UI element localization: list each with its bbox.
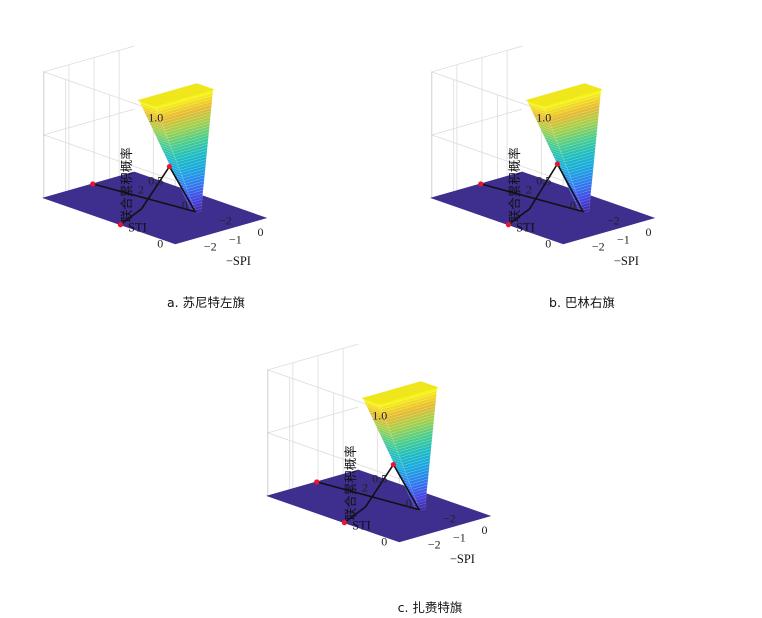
y-tick-label: −1 [229,232,242,246]
marked-point-spi [341,520,348,526]
z-tick-label: 0.5 [536,174,551,188]
caption-a: a. 苏尼特左旗 [166,295,246,310]
surface-bands [362,387,438,512]
marked-point-spi [505,222,512,228]
floor-surface [430,171,656,245]
x-tick-label: 2 [362,481,368,495]
surface-bands [526,89,602,214]
x-tick-label: 0 [182,198,188,212]
x-axis-label: STI [128,220,147,234]
surface-bands [138,89,214,214]
z-tick-label: 0.5 [372,472,387,486]
surface-plateau [525,83,603,107]
marked-point-sti [478,181,484,187]
marked-point-top [390,461,396,468]
z-tick-label: 0 [381,535,387,549]
z-tick-label: 0.5 [148,174,163,188]
y-tick-label: −2 [428,538,441,552]
marked-point-sti [90,181,96,187]
grid-line-z [42,45,176,119]
grid-line-z [266,343,400,417]
marked-point-top [166,163,172,170]
x-tick-label: 0 [406,496,412,510]
z-axis-label: 联合累积概率 [507,147,522,222]
x-axis-label: STI [516,220,535,234]
x-tick-label: −2 [219,213,232,227]
y-axis-label: −SPI [614,254,639,268]
z-tick-label: 1.0 [372,409,387,423]
y-axis-label: −SPI [450,552,475,566]
z-axis-label: 联合累积概率 [119,147,134,222]
surface-plateau [361,381,439,405]
y-tick-label: −1 [617,232,630,246]
marked-point-top [554,161,560,167]
y-tick-label: −2 [592,240,605,254]
z-axis-label: 联合累积概率 [343,445,358,520]
x-tick-label: 2 [526,183,532,197]
subplot-a: 0 0.5 1.0 2 0 −2 −2 −1 0 STI −SPI 联合累积概率 [0,10,370,290]
z-tick-label: 0 [545,237,551,251]
y-tick-label: 0 [482,523,488,537]
z-tick-label: 1.0 [148,111,163,125]
x-tick-label: 2 [138,183,144,197]
y-tick-label: 0 [646,225,652,239]
surface-plot-svg: 0 0.5 1.0 2 0 −2−2 −1 0 STI −SPI 联合累积概率 [266,343,492,566]
surface-plateau [137,83,215,107]
marked-point-spi [117,222,124,228]
y-tick-label: 0 [258,225,264,239]
marked-point-sti [314,479,320,485]
floor-surface [266,469,492,543]
x-axis-label: STI [352,518,371,532]
z-tick-label: 1.0 [536,111,551,125]
subplot-c: 0 0.5 1.0 2 0 −2 −2 −1 0 STI −SPI 联合累积概率 [224,308,594,588]
subplot-b: 0 0.5 1.0 2 0 −2 −2 −1 0 STI −SPI 联合累积概率 [388,10,758,290]
y-tick-label: −1 [453,530,466,544]
x-tick-label: −2 [443,511,456,525]
z-tick-label: 0 [157,237,163,251]
y-axis-label: −SPI [226,254,251,268]
caption-c: c. 扎赉特旗 [397,600,463,615]
x-tick-label: −2 [607,213,620,227]
floor-surface [42,171,268,245]
surface-plot-svg: 0 0.5 1.0 2 0 −2−2 −1 0 STI −SPI 联合累积概率 [430,45,656,268]
surface-plot-svg: 0 0.5 1.0 2 0 −2−2 −1 0 STI −SPI 联合累积概率 [42,45,268,268]
grid-line-z [430,45,564,119]
y-tick-label: −2 [204,240,217,254]
x-tick-label: 0 [570,198,576,212]
caption-b: b. 巴林右旗 [549,295,615,310]
